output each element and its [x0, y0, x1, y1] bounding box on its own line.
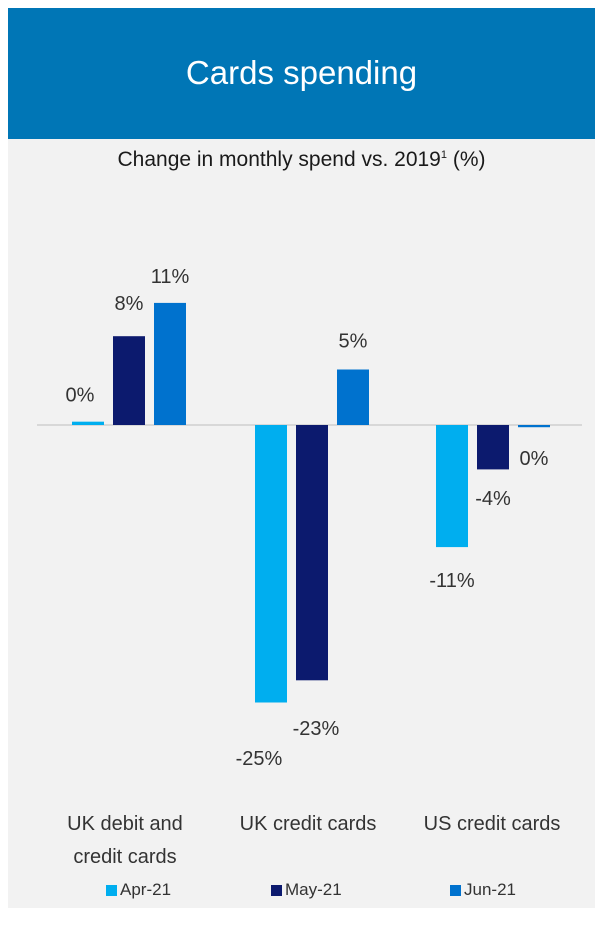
- legend-label-apr: Apr-21: [120, 880, 172, 899]
- category-label-0-line1: UK debit and: [67, 813, 183, 835]
- data-label-may-21-0: 8%: [115, 293, 144, 315]
- subtitle-unit: (%): [452, 148, 486, 171]
- chart-subtitle: Change in monthly spend vs. 20191 (%): [0, 148, 603, 172]
- legend-label-may: May-21: [285, 880, 342, 899]
- category-label-0-line2: credit cards: [73, 846, 176, 868]
- legend-swatch-may: [271, 884, 282, 896]
- bar-apr-21-2: [436, 425, 468, 548]
- legend-swatch-apr: [106, 884, 117, 896]
- chart-legend: Apr-21 May-21 Jun-21: [0, 880, 603, 904]
- bar-chart: 0% -25% -11% 8% -23% -4% 11% 5% 0% UK debit and cr…: [37, 266, 582, 868]
- data-label-apr-21-2: -11%: [429, 570, 474, 592]
- data-label-jun-21-0: 11%: [151, 266, 190, 288]
- data-label-jun-21-2: 0%: [520, 448, 549, 470]
- bar-jun-21-0: [154, 302, 186, 425]
- subtitle-text: Change in monthly spend vs. 2019: [117, 148, 441, 171]
- bar-may-21-2: [477, 425, 509, 470]
- category-label-1-line1: UK credit cards: [240, 813, 377, 835]
- legend-label-jun: Jun-21: [464, 880, 516, 899]
- bar-apr-21-1: [255, 425, 287, 703]
- bar-apr-21-0: [72, 421, 104, 425]
- legend-swatch-jun: [450, 884, 461, 896]
- subtitle-footnote: 1: [440, 149, 447, 161]
- data-label-apr-21-0: 0%: [66, 385, 95, 407]
- data-label-may-21-2: -4%: [475, 488, 511, 510]
- legend-item-apr: Apr-21: [106, 880, 171, 900]
- data-label-may-21-1: -23%: [293, 718, 340, 740]
- legend-item-may: May-21: [271, 880, 342, 900]
- bar-may-21-0: [113, 336, 145, 425]
- data-label-jun-21-1: 5%: [339, 331, 368, 353]
- bar-jun-21-2: [518, 425, 550, 428]
- data-label-apr-21-1: -25%: [236, 748, 283, 770]
- category-label-2-line1: US credit cards: [424, 813, 561, 835]
- page-title: Cards spending: [185, 54, 418, 91]
- bar-jun-21-1: [337, 369, 369, 425]
- header-banner: Cards spending: [8, 8, 595, 139]
- legend-item-jun: Jun-21: [450, 880, 516, 900]
- bar-may-21-1: [296, 425, 328, 681]
